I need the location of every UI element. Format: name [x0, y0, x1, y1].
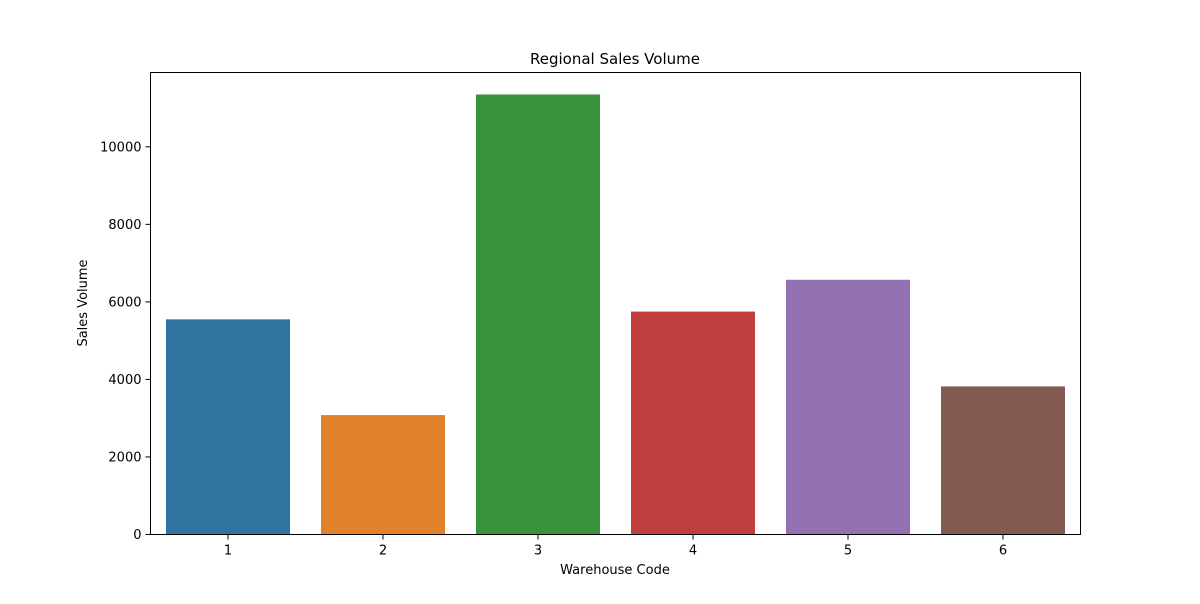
x-tick-label: 5: [844, 544, 852, 559]
x-axis-label: Warehouse Code: [560, 563, 670, 578]
bar-5: [786, 279, 910, 535]
y-axis-label: Sales Volume: [76, 259, 91, 346]
bar-6: [941, 386, 1065, 535]
y-tick-label: 2000: [108, 450, 141, 465]
x-tick-label: 4: [689, 544, 697, 559]
bar-4: [631, 311, 755, 535]
x-tick-label: 2: [379, 544, 387, 559]
y-tick-label: 0: [133, 528, 141, 543]
y-tick-label: 10000: [100, 140, 141, 155]
chart-title: Regional Sales Volume: [530, 50, 700, 68]
bar-1: [166, 319, 290, 535]
x-tick-label: 6: [999, 544, 1007, 559]
x-tick-label: 3: [534, 544, 542, 559]
plot-frame: [150, 72, 1081, 535]
bars-layer: [166, 94, 1065, 535]
y-tick-label: 6000: [108, 295, 141, 310]
y-axis: 0 2000 4000 6000 8000 10000: [100, 140, 151, 543]
bar-2: [321, 415, 445, 535]
bar-3: [476, 94, 600, 535]
x-tick-label: 1: [224, 544, 232, 559]
y-tick-label: 8000: [108, 218, 141, 233]
y-tick-label: 4000: [108, 373, 141, 388]
x-axis: 1 2 3 4 5 6: [224, 534, 1007, 559]
